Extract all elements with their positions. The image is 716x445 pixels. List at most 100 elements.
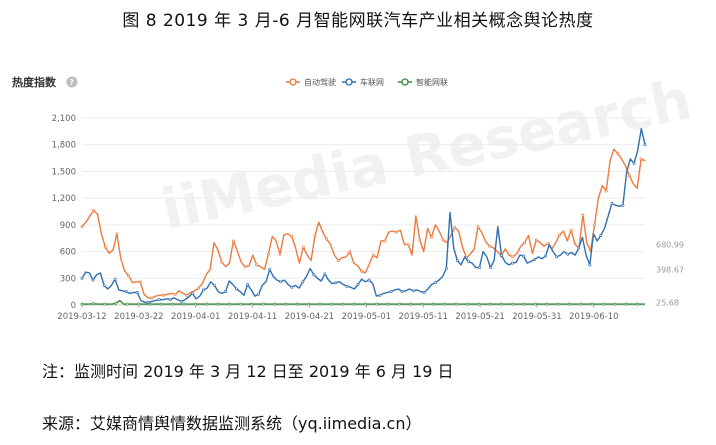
data-point [279, 280, 283, 284]
data-point [581, 213, 585, 217]
data-point [356, 283, 360, 286]
data-point [148, 302, 152, 306]
x-tick-label: 2019-05-11 [399, 312, 448, 322]
data-point [360, 269, 364, 273]
data-point [307, 302, 311, 306]
y-tick-label: 0 [71, 301, 76, 311]
data-point [577, 246, 581, 250]
data-point [639, 157, 643, 161]
data-point [367, 278, 371, 282]
data-point [150, 296, 154, 300]
data-point [489, 266, 492, 270]
x-tick-label: 2019-04-11 [228, 312, 277, 322]
data-point [114, 301, 118, 305]
data-point [137, 302, 141, 306]
data-point [235, 287, 238, 291]
data-point [632, 161, 636, 165]
data-point [135, 291, 139, 294]
data-point [397, 302, 401, 306]
data-point [465, 302, 469, 306]
data-point [443, 302, 447, 306]
data-point [406, 242, 410, 246]
data-point [383, 239, 387, 243]
data-point [545, 302, 549, 306]
data-point [312, 273, 316, 277]
legend-item-0[interactable]: 自动驾驶 [286, 77, 336, 87]
data-point [593, 223, 596, 227]
y-tick-label: 2,100 [52, 114, 76, 124]
data-point [213, 283, 216, 287]
data-point [168, 298, 172, 302]
data-point [533, 258, 537, 262]
data-point [138, 280, 142, 284]
data-point [115, 232, 119, 236]
end-value-label: 680.99 [656, 240, 684, 249]
data-point [91, 302, 95, 306]
data-point [91, 278, 95, 282]
data-point [113, 277, 117, 281]
data-point [500, 253, 503, 257]
data-point [371, 253, 375, 257]
data-point [205, 302, 209, 306]
data-point [643, 143, 647, 147]
data-point [621, 203, 625, 207]
data-point [336, 259, 340, 262]
help-icon[interactable]: ? [66, 76, 78, 88]
x-tick-label: 2019-05-31 [512, 312, 561, 322]
data-point [278, 252, 282, 256]
data-point [103, 302, 107, 306]
data-point [341, 302, 345, 306]
x-tick-label: 2019-03-12 [57, 312, 106, 322]
series-line-2 [82, 299, 645, 305]
data-point [301, 245, 305, 249]
data-point [159, 302, 163, 306]
legend-item-1[interactable]: 车联网 [342, 77, 384, 87]
data-point [566, 252, 570, 256]
data-point [220, 260, 224, 264]
chart-legend: 自动驾驶 车联网 智能网联 [286, 77, 448, 87]
data-point [522, 302, 526, 306]
data-point [569, 228, 573, 232]
data-point [546, 242, 550, 246]
data-point [363, 302, 367, 306]
data-point [208, 267, 212, 271]
data-point [329, 302, 333, 306]
x-tick-label: 2019-04-01 [171, 312, 220, 322]
data-point [345, 284, 349, 288]
data-point [193, 302, 197, 306]
data-point [197, 286, 200, 290]
data-point [613, 302, 617, 306]
data-point [257, 292, 261, 296]
end-value-label: 398.67 [656, 265, 684, 274]
x-tick-label: 2019-05-21 [455, 312, 504, 322]
data-point [455, 259, 459, 262]
data-point [453, 226, 457, 229]
data-point [224, 290, 227, 294]
data-point [433, 281, 437, 285]
data-point [334, 281, 338, 285]
svg-text:?: ? [69, 78, 74, 87]
legend-item-2[interactable]: 智能网联 [398, 77, 448, 87]
data-point [588, 263, 592, 267]
figure-title: 图 8 2019 年 3 月-6 月智能网联汽车产业相关概念舆论热度 [122, 11, 594, 31]
note-text: 注：监测时间 2019 年 3 月 12 日至 2019 年 6 月 19 日 [42, 362, 454, 381]
data-point [273, 302, 277, 306]
data-point [80, 276, 84, 280]
data-point [80, 302, 84, 306]
data-point [533, 302, 537, 306]
end-value-label: 25.68 [656, 299, 679, 308]
data-point [555, 255, 559, 259]
data-point [182, 302, 186, 306]
data-point [422, 291, 426, 294]
data-point [325, 237, 329, 241]
data-point [400, 290, 404, 294]
data-point [477, 302, 481, 306]
watermark: iiMedia Research [156, 68, 697, 243]
data-point [511, 302, 515, 306]
series-lines [80, 128, 647, 306]
data-point [375, 302, 379, 306]
data-point [444, 267, 448, 270]
end-labels: 680.99 398.67 25.68 [656, 240, 684, 307]
data-point [80, 225, 84, 229]
x-tick-label: 2019-05-01 [342, 312, 391, 322]
